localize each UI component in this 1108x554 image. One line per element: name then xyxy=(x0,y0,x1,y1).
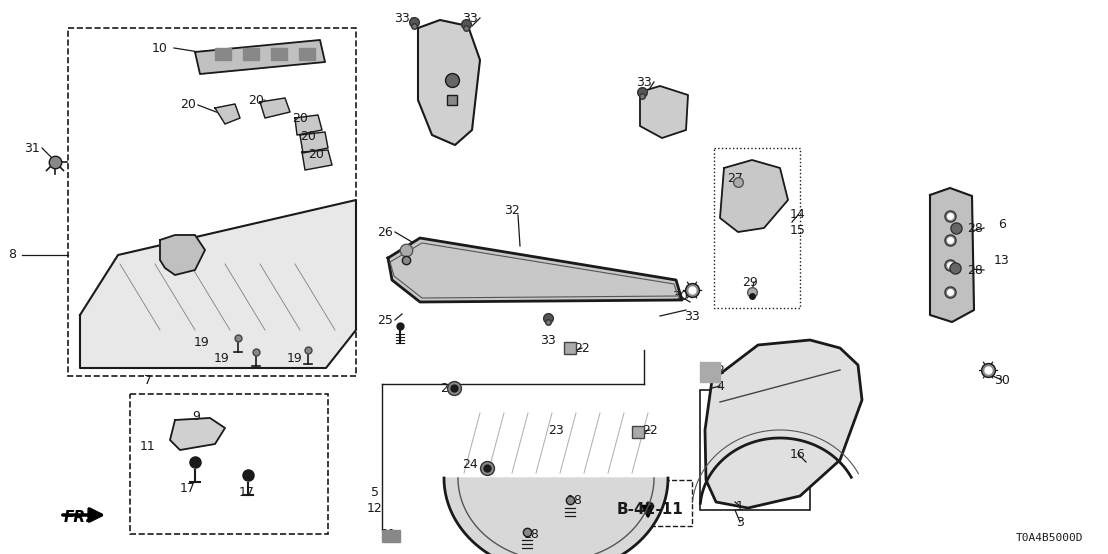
Text: 7: 7 xyxy=(144,373,152,387)
Text: 2: 2 xyxy=(716,363,724,377)
Text: 13: 13 xyxy=(994,254,1009,266)
Text: 23: 23 xyxy=(548,423,564,437)
Text: 33: 33 xyxy=(636,75,652,89)
Text: 1: 1 xyxy=(736,500,743,512)
Text: T0A4B5000D: T0A4B5000D xyxy=(1016,533,1084,543)
Text: 22: 22 xyxy=(574,341,589,355)
Text: 28: 28 xyxy=(967,264,983,276)
Polygon shape xyxy=(302,150,332,170)
Text: 4: 4 xyxy=(716,379,724,392)
Text: 8: 8 xyxy=(8,249,16,261)
Polygon shape xyxy=(170,418,225,450)
Bar xyxy=(714,148,800,308)
Bar xyxy=(271,48,287,60)
Text: 26: 26 xyxy=(377,225,393,239)
Text: 20: 20 xyxy=(181,99,196,111)
Text: 9: 9 xyxy=(192,409,199,423)
Polygon shape xyxy=(295,115,322,135)
Text: 31: 31 xyxy=(24,141,40,155)
Text: 18: 18 xyxy=(567,494,583,506)
Text: 12: 12 xyxy=(367,501,383,515)
Text: 29: 29 xyxy=(742,275,758,289)
Text: 20: 20 xyxy=(300,130,316,142)
Text: 33: 33 xyxy=(394,12,410,24)
Text: 20: 20 xyxy=(248,94,264,106)
Text: 21: 21 xyxy=(380,529,396,541)
Text: 32: 32 xyxy=(504,203,520,217)
Polygon shape xyxy=(160,235,205,275)
Text: 22: 22 xyxy=(643,423,658,437)
Polygon shape xyxy=(705,340,862,508)
Bar xyxy=(620,480,692,526)
Text: 20: 20 xyxy=(293,111,308,125)
Text: 19: 19 xyxy=(287,351,302,365)
Text: 11: 11 xyxy=(140,440,156,454)
Bar xyxy=(130,394,328,534)
Polygon shape xyxy=(418,20,480,145)
Text: 3: 3 xyxy=(736,516,743,529)
Text: 16: 16 xyxy=(790,448,806,460)
Text: 30: 30 xyxy=(673,290,688,302)
Text: 25: 25 xyxy=(377,314,393,326)
Polygon shape xyxy=(444,478,668,554)
Bar xyxy=(68,28,356,376)
Bar xyxy=(299,48,315,60)
Polygon shape xyxy=(720,160,788,232)
Text: 33: 33 xyxy=(462,12,478,24)
Polygon shape xyxy=(80,200,356,368)
Polygon shape xyxy=(930,188,974,322)
Text: 30: 30 xyxy=(994,373,1009,387)
Text: B-42-11: B-42-11 xyxy=(617,502,684,517)
Text: 17: 17 xyxy=(181,481,196,495)
Polygon shape xyxy=(300,132,328,153)
Text: 6: 6 xyxy=(998,218,1006,230)
Text: FR.: FR. xyxy=(64,510,92,525)
Polygon shape xyxy=(260,98,290,118)
Text: 17: 17 xyxy=(239,486,255,500)
Text: 24: 24 xyxy=(462,458,478,470)
Text: 10: 10 xyxy=(152,42,168,54)
Text: 27: 27 xyxy=(727,172,743,184)
Text: 14: 14 xyxy=(790,208,806,222)
Polygon shape xyxy=(215,104,240,124)
Text: 20: 20 xyxy=(308,147,324,161)
Bar xyxy=(700,390,810,510)
Text: 24: 24 xyxy=(440,382,455,394)
Bar xyxy=(215,48,230,60)
Text: 33: 33 xyxy=(684,310,700,322)
Text: 33: 33 xyxy=(540,334,556,346)
Text: 15: 15 xyxy=(790,223,806,237)
Bar xyxy=(243,48,259,60)
Polygon shape xyxy=(388,238,683,302)
Bar xyxy=(382,530,400,542)
Bar xyxy=(700,362,720,382)
Text: 18: 18 xyxy=(524,529,540,541)
Text: 28: 28 xyxy=(967,222,983,234)
Text: 19: 19 xyxy=(214,351,229,365)
Polygon shape xyxy=(195,40,325,74)
Text: 19: 19 xyxy=(194,336,209,348)
Text: 5: 5 xyxy=(371,485,379,499)
Polygon shape xyxy=(640,86,688,138)
